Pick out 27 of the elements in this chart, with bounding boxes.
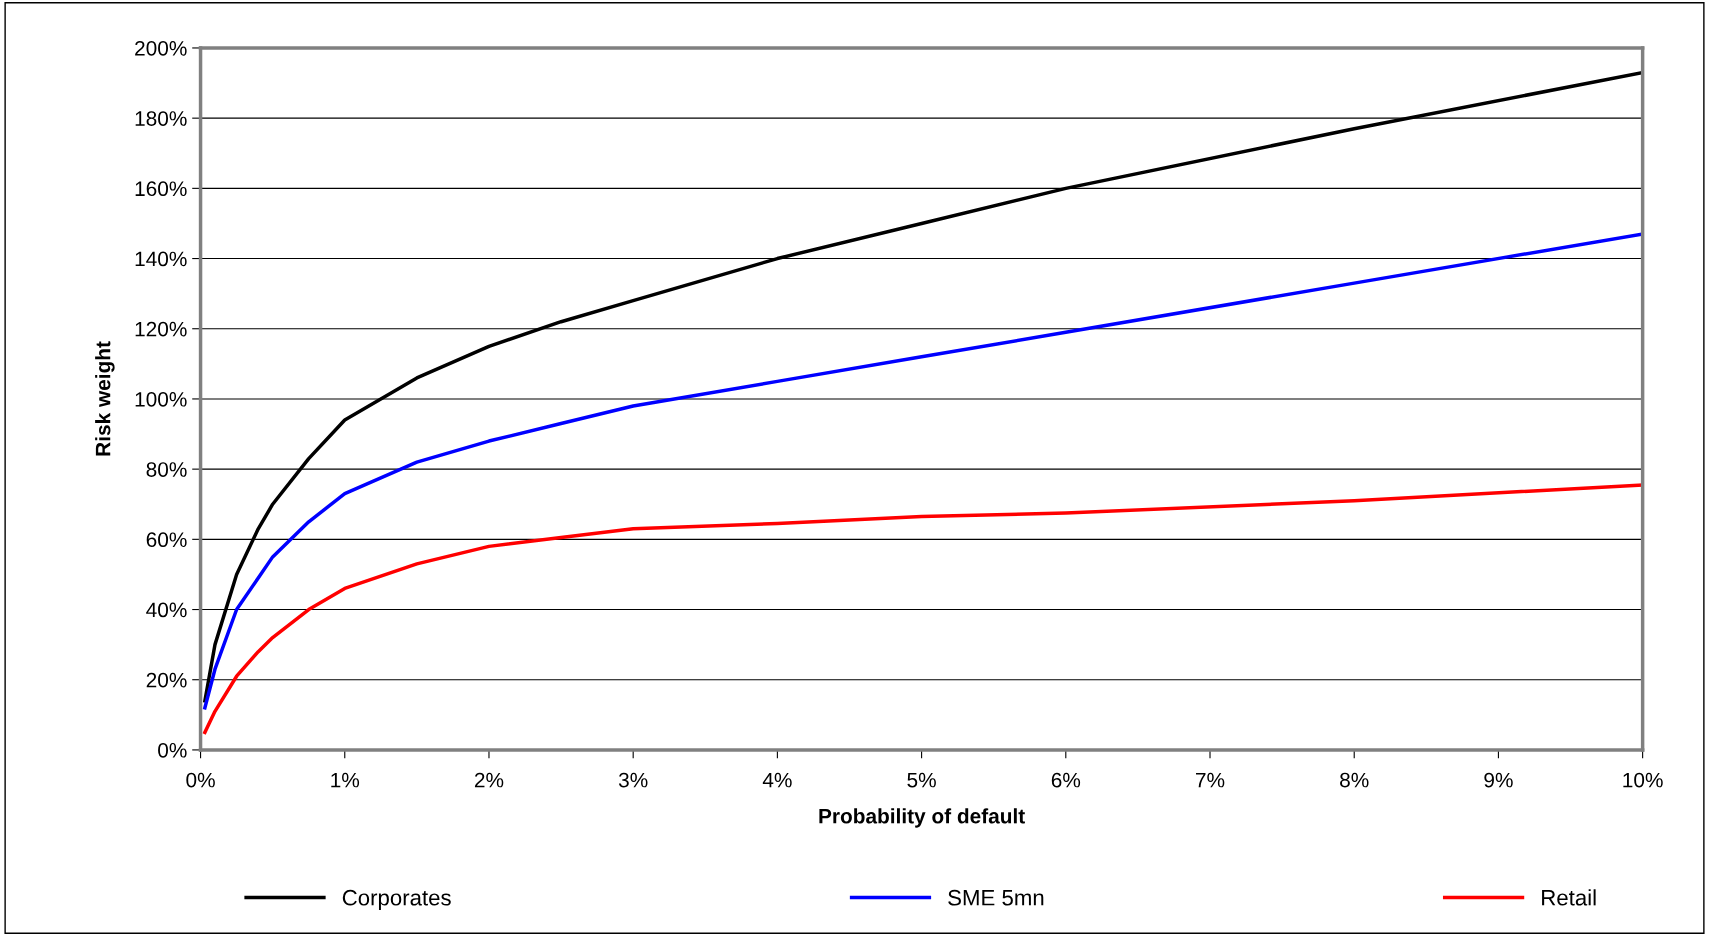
x-tick-label: 7% [1196,772,1225,788]
y-tick-label: 20% [146,672,187,688]
y-tick-label: 140% [135,251,187,267]
y-tick-label: 0% [158,742,187,758]
x-tick-label: 8% [1340,772,1369,788]
y-tick-label: 160% [135,181,187,197]
x-tick-label: 5% [907,772,936,788]
y-tick-label: 40% [146,602,187,618]
x-tick-label: 3% [618,772,648,788]
y-tick-label: 200% [135,40,187,56]
x-axis-title: Probability of default [819,808,1025,828]
x-tick-label: 0% [186,772,215,788]
x-tick-label: 6% [1051,772,1081,788]
y-tick-label: 60% [146,532,187,548]
y-tick-label: 80% [146,462,187,477]
x-tick-label: 1% [331,772,360,788]
legend-label: Retail [1542,889,1596,906]
y-tick-label: 100% [135,391,187,407]
y-tick-label: 180% [135,111,187,126]
y-axis-title: Risk weight [95,341,115,456]
x-tick-label: 2% [474,772,504,788]
x-tick-label: 4% [762,772,792,788]
x-tick-label: 9% [1484,772,1513,788]
y-tick-label: 120% [135,321,187,337]
legend-label: Corporates [342,889,451,910]
x-tick-label: 10% [1623,772,1663,788]
legend-label: SME 5mn [948,889,1044,906]
